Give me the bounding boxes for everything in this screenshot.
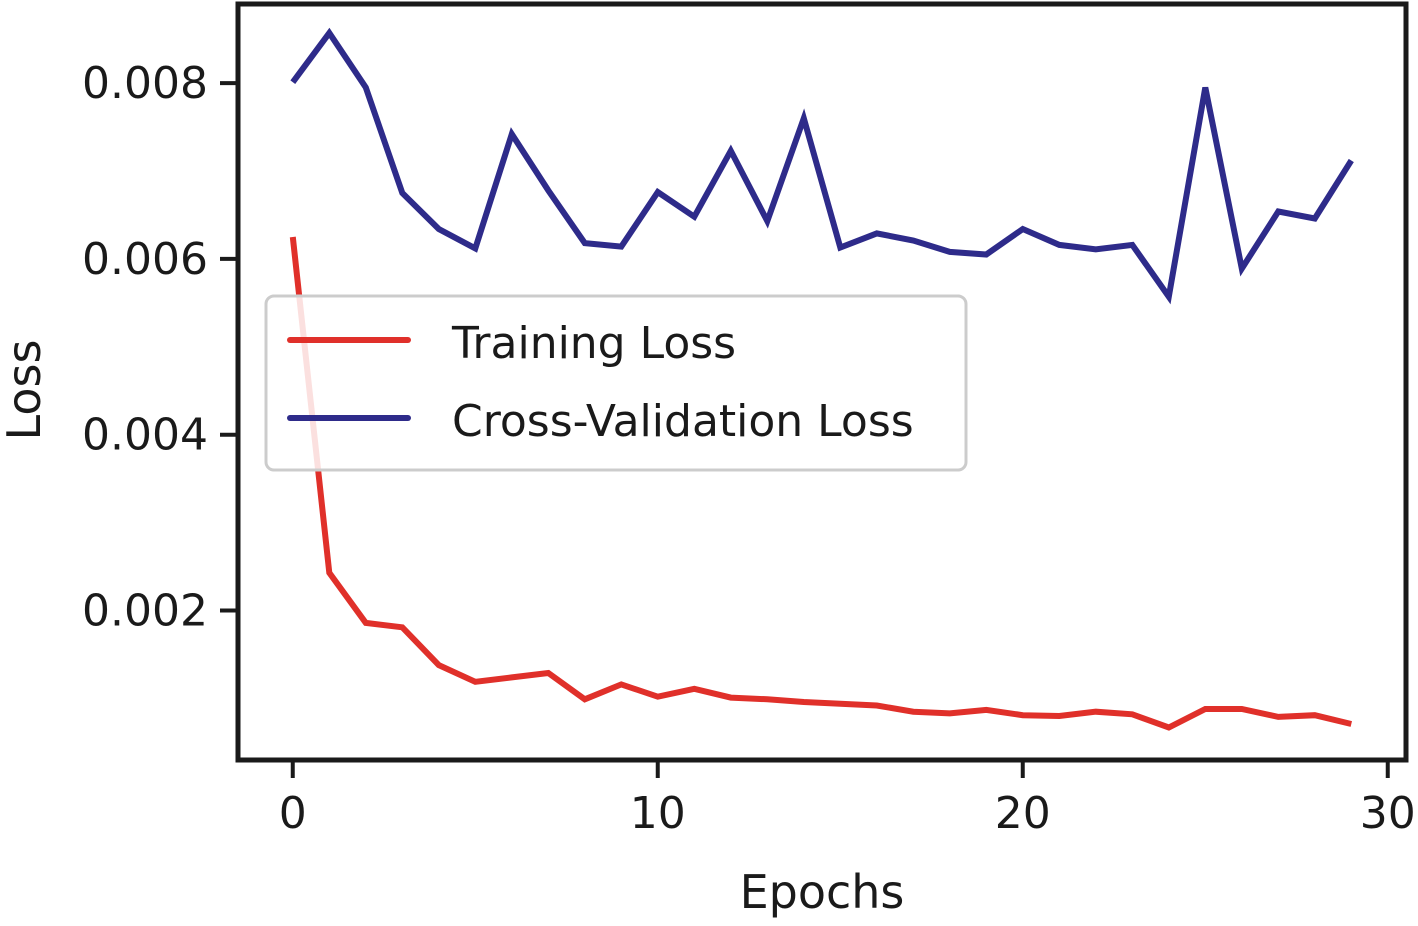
x-tick-label: 0 xyxy=(279,788,307,839)
legend-label-training-loss: Training Loss xyxy=(451,318,736,369)
y-tick-label: 0.002 xyxy=(82,586,208,637)
y-axis: 0.002 0.004 0.006 0.008 xyxy=(82,58,238,637)
legend-label-cross-validation-loss: Cross-Validation Loss xyxy=(452,396,914,447)
legend: Training Loss Cross-Validation Loss xyxy=(264,294,968,472)
x-tick-label: 30 xyxy=(1360,788,1416,839)
y-axis-title: Loss xyxy=(0,340,51,441)
y-tick-label: 0.004 xyxy=(82,410,208,461)
y-tick-label: 0.008 xyxy=(82,58,208,109)
series-line-cross-validation-loss xyxy=(290,27,1354,305)
x-tick-label: 20 xyxy=(995,788,1051,839)
series-line-training-loss xyxy=(289,236,1353,731)
plot-frame xyxy=(235,1,1409,763)
x-axis-title: Epochs xyxy=(740,865,905,919)
y-tick-label: 0.006 xyxy=(82,234,208,285)
plot-lines xyxy=(289,27,1354,731)
x-tick-label: 10 xyxy=(630,788,686,839)
legend-box xyxy=(264,294,968,472)
x-axis: 0 10 20 30 xyxy=(279,760,1416,839)
